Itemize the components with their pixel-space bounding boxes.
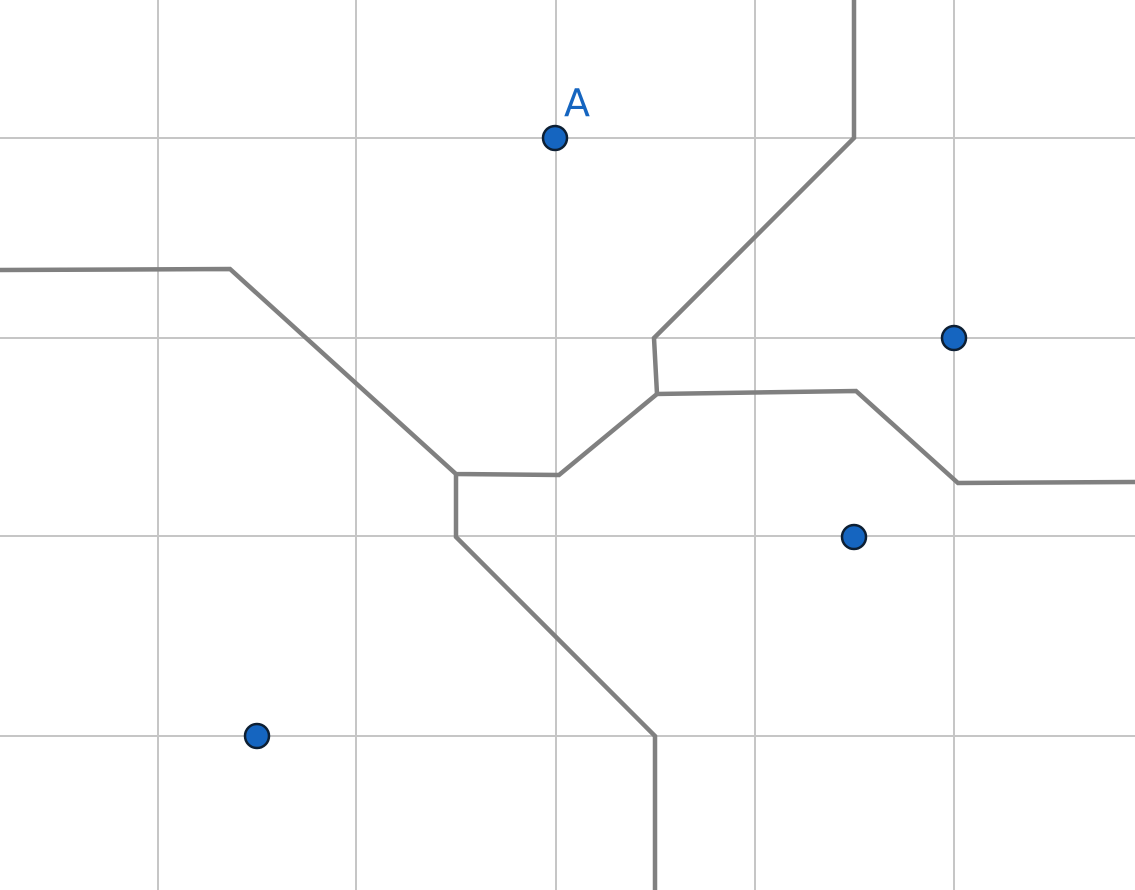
point-right-lower[interactable] — [840, 523, 868, 551]
point-lower-left[interactable] — [243, 722, 271, 750]
point-right-upper[interactable] — [940, 324, 968, 352]
site-points: A — [243, 81, 968, 750]
point-a[interactable] — [541, 124, 569, 152]
point-a-label: A — [564, 81, 590, 125]
edge-lower — [453, 474, 658, 890]
edge-upper-right — [651, 0, 1135, 486]
